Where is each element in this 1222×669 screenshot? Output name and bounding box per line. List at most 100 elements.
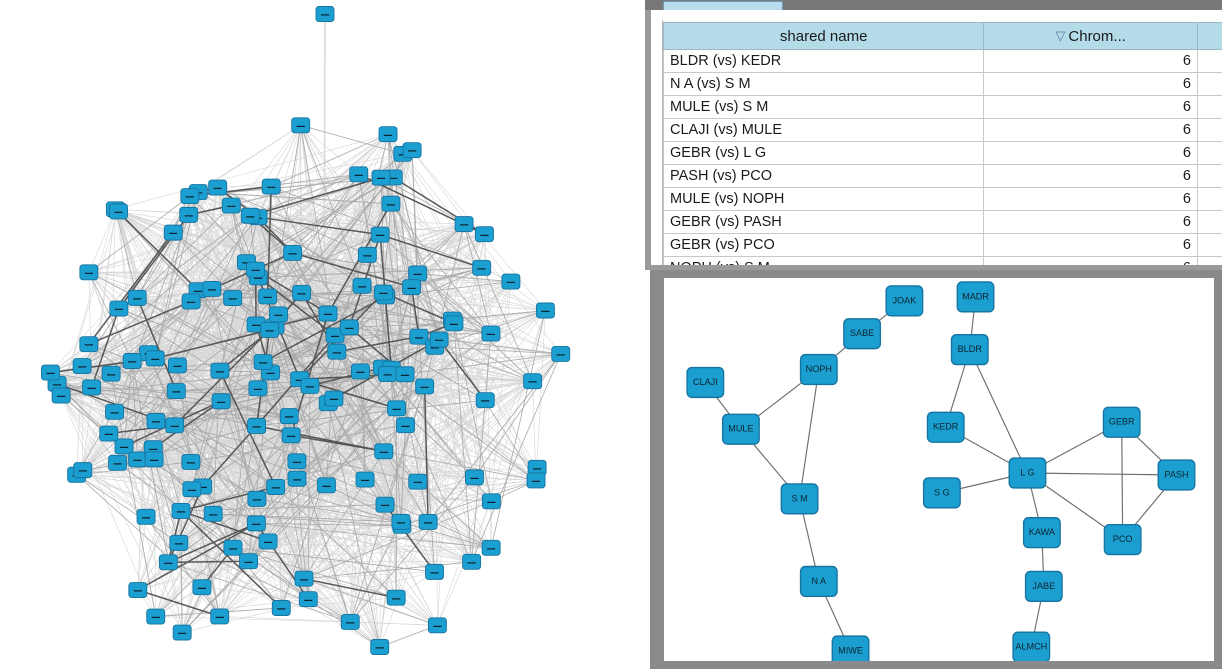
data-table-panel[interactable]: shared name ▽Chrom... Start po... End po… [645, 0, 1222, 270]
main-network-node[interactable]: ▬▬ [168, 357, 187, 374]
column-header-chromosome[interactable]: ▽ Chrom... [983, 22, 1198, 50]
node-rect-BLDR[interactable] [950, 334, 989, 366]
node-rect-N A[interactable] [799, 565, 838, 598]
main-node-rect[interactable] [179, 206, 199, 223]
sub-network-node[interactable]: GEBR [1102, 406, 1141, 438]
main-node-rect[interactable] [429, 331, 449, 348]
main-network-node[interactable]: ▬▬ [258, 288, 278, 305]
main-network-node[interactable]: ▬▬ [165, 417, 185, 434]
main-node-rect[interactable] [370, 226, 390, 243]
main-network-node[interactable]: ▬▬ [128, 451, 148, 468]
tab-strip[interactable] [645, 0, 1222, 11]
cell-chromosome[interactable]: 6 [983, 72, 1198, 96]
main-node-rect[interactable] [266, 479, 286, 495]
main-network-node[interactable]: ▬▬ [136, 508, 156, 525]
main-node-rect[interactable] [122, 353, 142, 369]
main-node-rect[interactable] [146, 608, 166, 625]
main-node-rect[interactable] [114, 438, 134, 455]
main-node-rect[interactable] [340, 614, 360, 630]
main-network-node[interactable]: ▬▬ [551, 345, 571, 362]
main-network-node[interactable]: ▬▬ [260, 321, 280, 338]
table-container[interactable]: shared name ▽Chrom... Start po... End po… [645, 10, 1222, 270]
main-network-node[interactable]: ▬▬ [163, 224, 183, 241]
main-network-node[interactable]: ▬▬ [408, 265, 428, 282]
node-rect-NOPH[interactable] [799, 353, 838, 386]
node-rect-JOAK[interactable] [885, 285, 924, 317]
main-network-node[interactable]: ▬▬ [374, 443, 394, 460]
main-network-node[interactable]: ▬▬ [181, 453, 201, 470]
main-node-rect[interactable] [269, 306, 288, 323]
main-network-node[interactable]: ▬▬ [239, 553, 258, 570]
main-network-node[interactable]: ▬▬ [246, 515, 266, 532]
main-network-node[interactable]: ▬▬ [481, 325, 501, 342]
main-network-node[interactable]: ▬▬ [73, 462, 93, 479]
sub-network-node[interactable]: NOPH [799, 353, 838, 386]
main-network-node[interactable]: ▬▬ [105, 403, 124, 420]
main-node-rect[interactable] [144, 451, 164, 468]
main-node-rect[interactable] [472, 259, 492, 276]
main-node-rect[interactable] [192, 579, 212, 596]
main-node-rect[interactable] [355, 471, 375, 488]
sub-network-node[interactable]: JABE [1024, 570, 1063, 603]
table-row[interactable]: GEBR (vs) L G6300000004300000016.9 [662, 141, 1222, 165]
main-network-node[interactable]: ▬▬ [340, 614, 360, 630]
main-node-rect[interactable] [292, 285, 312, 301]
main-network-node[interactable]: ▬▬ [535, 302, 555, 319]
main-node-rect[interactable] [373, 284, 393, 301]
main-node-rect[interactable] [316, 477, 336, 494]
sub-network-node[interactable]: JOAK [885, 285, 924, 317]
cell-chromosome[interactable]: 6 [983, 187, 1198, 211]
main-node-rect[interactable] [51, 387, 71, 404]
main-node-rect[interactable] [339, 319, 359, 336]
node-rect-KEDR[interactable] [926, 411, 965, 443]
main-node-rect[interactable] [501, 273, 521, 290]
main-network-node[interactable]: ▬▬ [101, 365, 121, 382]
main-node-rect[interactable] [210, 608, 230, 625]
main-network-node[interactable]: ▬▬ [223, 539, 243, 556]
main-node-rect[interactable] [240, 207, 260, 224]
main-node-rect[interactable] [535, 302, 555, 319]
main-network-node[interactable]: ▬▬ [72, 358, 92, 374]
main-node-rect[interactable] [315, 6, 335, 22]
main-network-node[interactable]: ▬▬ [253, 354, 273, 371]
main-network-node[interactable]: ▬▬ [462, 553, 482, 570]
main-network-node[interactable]: ▬▬ [523, 373, 543, 390]
main-network-node[interactable]: ▬▬ [327, 343, 347, 360]
main-node-rect[interactable] [253, 354, 273, 371]
main-network-canvas[interactable]: ▬▬▬▬▬▬▬▬▬▬▬▬▬▬▬▬▬▬▬▬▬▬▬▬▬▬▬▬▬▬▬▬▬▬▬▬▬▬▬▬… [0, 0, 645, 669]
main-network-node[interactable]: ▬▬ [146, 608, 166, 625]
main-node-rect[interactable] [462, 553, 482, 570]
main-node-rect[interactable] [402, 279, 422, 296]
main-network-node[interactable]: ▬▬ [402, 142, 422, 159]
main-network-node[interactable]: ▬▬ [378, 366, 398, 383]
cell-shared_name[interactable]: PASH (vs) PCO [662, 164, 985, 188]
main-node-rect[interactable] [260, 321, 280, 338]
main-network-node[interactable]: ▬▬ [269, 306, 288, 323]
main-node-rect[interactable] [239, 553, 258, 570]
main-node-rect[interactable] [375, 496, 395, 513]
main-node-rect[interactable] [180, 188, 200, 204]
main-node-rect[interactable] [475, 392, 495, 409]
main-network-node[interactable]: ▬▬ [418, 513, 438, 530]
main-network-node[interactable]: ▬▬ [247, 490, 267, 507]
main-network-node[interactable]: ▬▬ [248, 380, 268, 397]
node-rect-ALMCH[interactable] [1012, 631, 1051, 661]
main-node-rect[interactable] [454, 216, 474, 233]
cell-shared_name[interactable]: CLAJI (vs) MULE [662, 118, 985, 142]
main-node-rect[interactable] [370, 639, 390, 655]
edge-L G-PASH[interactable] [1027, 472, 1177, 476]
main-network-node[interactable]: ▬▬ [240, 207, 260, 224]
main-network-node[interactable]: ▬▬ [481, 539, 501, 556]
main-network-node[interactable]: ▬▬ [444, 315, 464, 332]
cell-start_point[interactable]: 25000000 [1196, 118, 1222, 142]
main-node-rect[interactable] [171, 502, 191, 519]
main-network-node[interactable]: ▬▬ [211, 393, 231, 410]
main-node-rect[interactable] [202, 280, 222, 297]
main-network-node[interactable]: ▬▬ [395, 366, 415, 383]
main-node-rect[interactable] [181, 453, 201, 470]
main-network-node[interactable]: ▬▬ [287, 453, 307, 470]
main-node-rect[interactable] [172, 624, 192, 641]
main-network-node[interactable]: ▬▬ [279, 408, 299, 425]
main-network-node[interactable]: ▬▬ [258, 533, 278, 550]
main-node-rect[interactable] [481, 539, 501, 556]
